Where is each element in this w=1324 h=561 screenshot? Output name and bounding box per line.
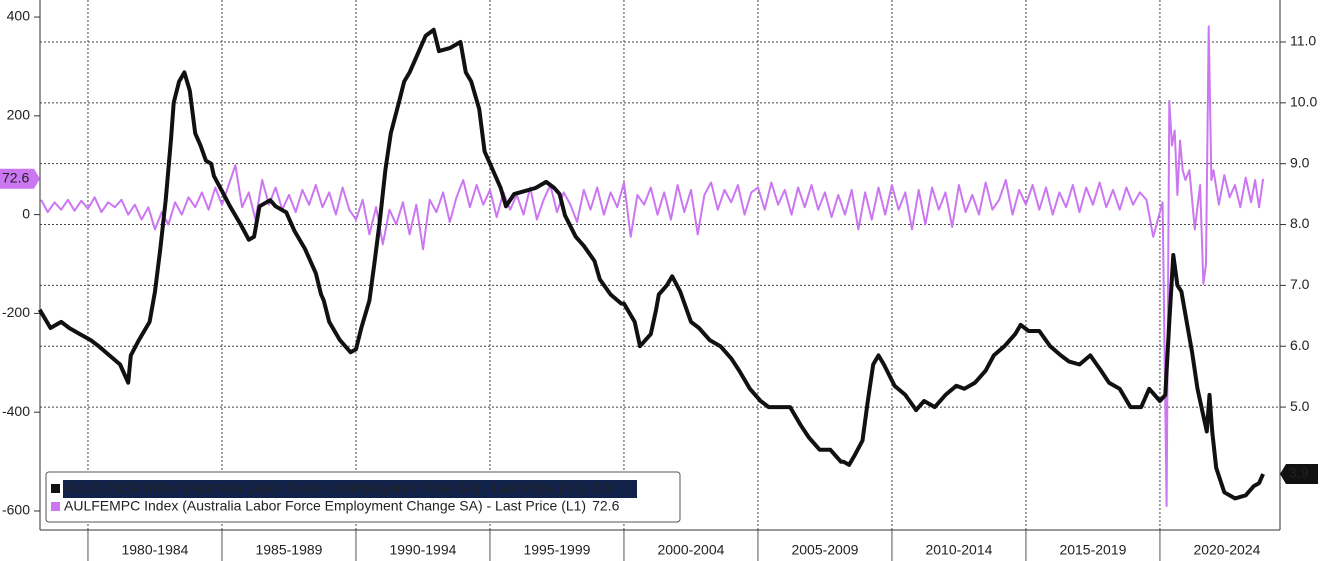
y-tick-label: -600 <box>2 502 30 518</box>
y2-tick-label: 5.0 <box>1290 398 1310 414</box>
legend-highlight <box>63 480 637 498</box>
legend: AULFUNEM Index (Australia Labor Force Un… <box>45 471 681 523</box>
y2-tick-label: 10.0 <box>1290 94 1317 110</box>
tag-shape <box>1280 464 1318 485</box>
legend-value: 72.6 <box>592 498 619 514</box>
y-tick-label: -400 <box>2 403 30 419</box>
x-tick-label: 1995-1999 <box>523 542 590 558</box>
y-tick-label: -200 <box>2 304 30 320</box>
y-tick-label: 400 <box>7 8 31 24</box>
y-tick-label: 200 <box>7 107 31 123</box>
x-tick-label: 2005-2009 <box>791 542 858 558</box>
y2-tick-label: 7.0 <box>1290 276 1310 292</box>
x-tick-label: 1980-1984 <box>121 542 188 558</box>
tag-label: 3.9 <box>1289 465 1309 481</box>
y2-tick-label: 11.0 <box>1290 33 1316 49</box>
legend-value: 3.9 <box>592 480 612 496</box>
y-tick-label: 0 <box>22 205 30 221</box>
series-line <box>37 27 1265 501</box>
legend-label: AULFUNEM Index (Australia Labor Force Un… <box>64 480 586 496</box>
y2-tick-label: 6.0 <box>1290 337 1310 353</box>
x-tick-label: 1985-1989 <box>255 542 322 558</box>
legend-swatch <box>51 502 60 511</box>
x-tick-label: 2010-2014 <box>925 542 992 558</box>
y2-tick-label: 9.0 <box>1290 154 1310 170</box>
last-value-tag: 72.6 <box>0 168 40 189</box>
x-tick-label: 2000-2004 <box>657 542 724 558</box>
legend-swatch <box>51 484 60 493</box>
last-value-tag: 3.9 <box>1280 464 1318 485</box>
y2-tick-label: 8.0 <box>1290 215 1310 231</box>
tag-label: 72.6 <box>2 169 29 185</box>
x-tick-label: 2015-2019 <box>1059 542 1126 558</box>
legend-label: AULFEMPC Index (Australia Labor Force Em… <box>64 498 586 514</box>
x-tick-label: 1990-1994 <box>389 542 456 558</box>
x-tick-label: 2020-2024 <box>1193 542 1260 558</box>
tag-shape <box>0 168 40 189</box>
plot-area <box>40 0 1280 530</box>
